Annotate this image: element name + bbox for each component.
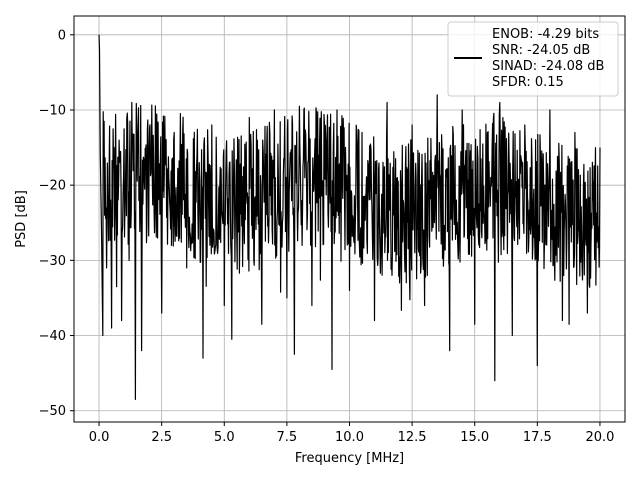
psd-series-line: [98, 34, 601, 400]
x-tick-label: 12.5: [398, 430, 427, 445]
legend-entry-enob: ENOB: -4.29 bits: [492, 27, 599, 42]
x-tick-label: 15.0: [460, 430, 489, 445]
x-tick-label: 0.0: [89, 430, 110, 445]
x-tick-label: 10.0: [335, 430, 364, 445]
x-tick-label: 2.5: [151, 430, 172, 445]
y-axis-label: PSD [dB]: [14, 190, 29, 248]
legend-entry-snr: SNR: -24.05 dB: [492, 43, 590, 58]
y-axis-ticks: 0 −10 −20 −30 −40 −50: [39, 28, 74, 419]
x-tick-label: 17.5: [523, 430, 552, 445]
y-tick-label: −10: [39, 103, 66, 118]
legend-entry-sfdr: SFDR: 0.15: [492, 75, 564, 90]
x-tick-label: 7.5: [277, 430, 298, 445]
x-axis-ticks: 0.0 2.5 5.0 7.5 10.0 12.5 15.0 17.5 20.0: [89, 422, 614, 445]
legend: ENOB: -4.29 bits SNR: -24.05 dB SINAD: -…: [447, 21, 619, 97]
y-tick-label: −40: [39, 329, 66, 344]
y-tick-label: −20: [39, 179, 66, 194]
x-tick-label: 20.0: [585, 430, 614, 445]
y-tick-label: 0: [58, 28, 66, 43]
series-layer: [98, 34, 601, 400]
x-tick-label: 5.0: [214, 430, 235, 445]
legend-box: [447, 21, 619, 97]
legend-entry-sinad: SINAD: -24.08 dB: [492, 59, 604, 74]
y-tick-label: −30: [39, 254, 66, 269]
y-tick-label: −50: [39, 404, 66, 419]
x-axis-label: Frequency [MHz]: [295, 451, 404, 466]
